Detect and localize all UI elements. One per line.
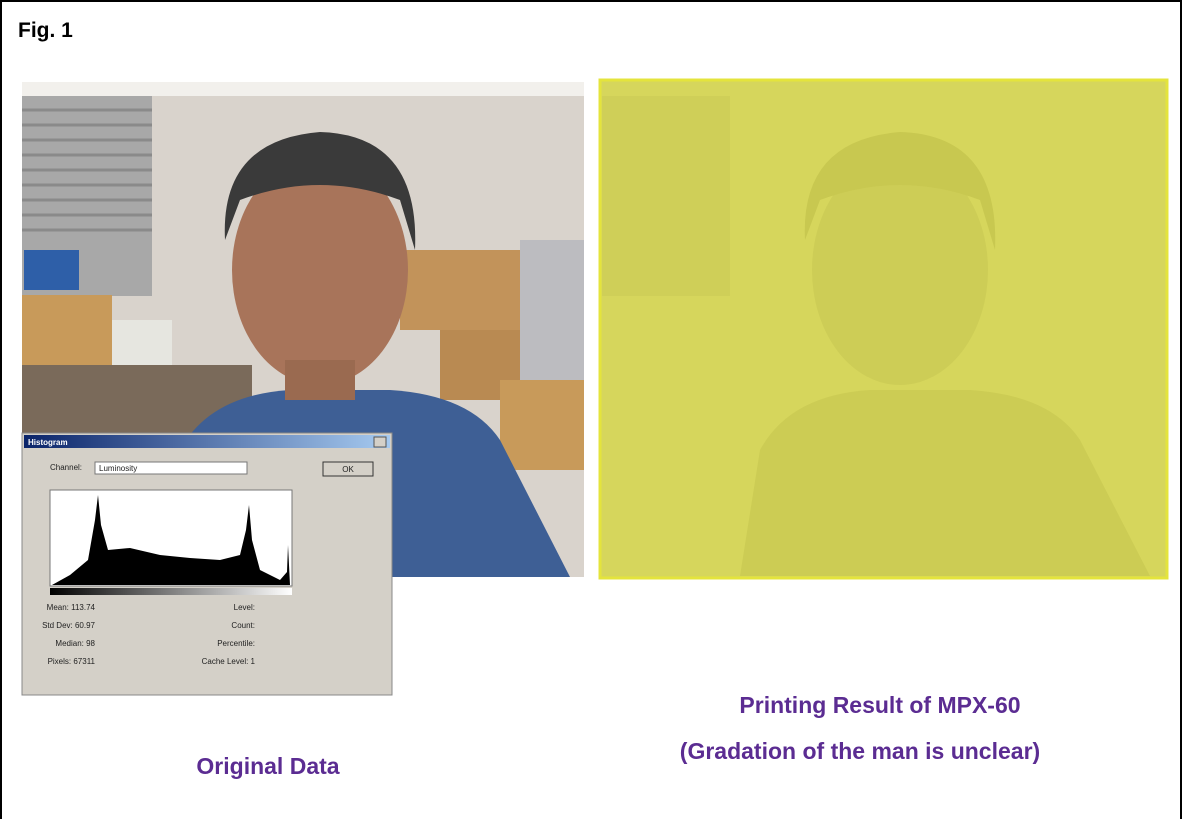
stat: Mean: 113.74 [47,603,96,612]
caption: (Gradation of the man is unclear) [680,738,1040,764]
channel-label: Channel: [50,463,82,472]
dialog-title: Histogram [28,438,68,447]
ok-label: OK [342,465,354,474]
original-photo [22,82,584,577]
stat: Count: [231,621,255,630]
ok-button[interactable] [322,461,374,477]
stat: Median: 98 [55,639,95,648]
caption: Printing Result of MPX-60 [739,692,1020,718]
stat: Percentile: [217,639,255,648]
close-button[interactable] [373,436,387,448]
stats: Mean: 113.74 Std Dev: 60.97 Median: 98 P… [42,603,255,666]
channel-value: Luminosity [99,464,137,473]
figure-label: Fig. 1 [18,19,73,42]
stat: Pixels: 67311 [48,657,96,666]
channel-select[interactable] [94,461,248,475]
caption: Original Data [196,753,339,779]
stat: Cache Level: 1 [202,657,256,666]
histogram-dialog: Histogram Channel: Luminosity OK Mean: 1… [21,432,393,696]
stat: Std Dev: 60.97 [42,621,95,630]
stat: Level: [234,603,255,612]
printed-result [598,78,1169,580]
